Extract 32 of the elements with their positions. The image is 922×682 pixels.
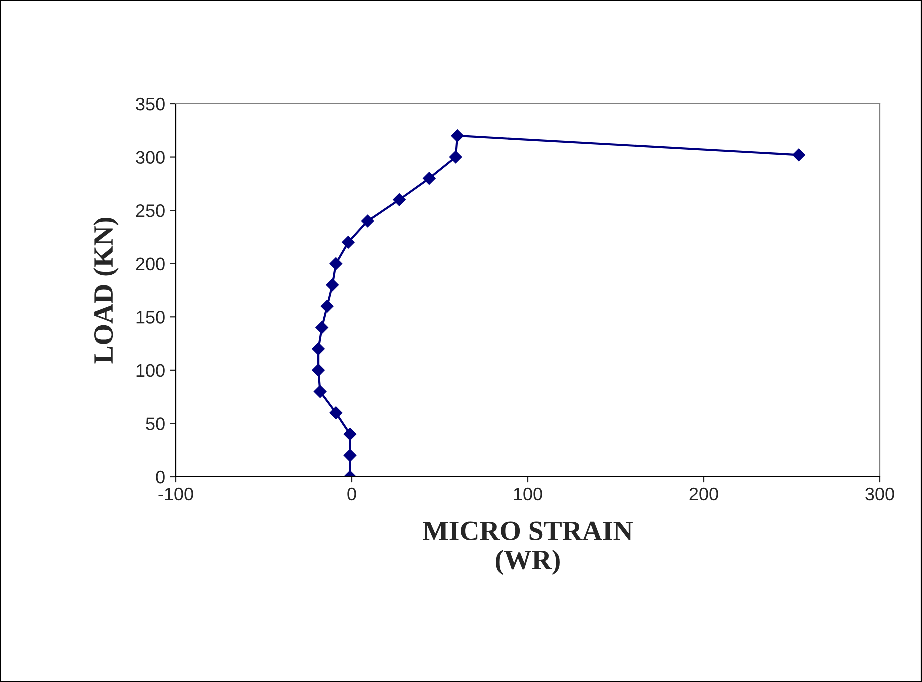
point <box>393 194 406 206</box>
y-axis-title: LOAD (KN) <box>94 218 119 364</box>
point <box>344 449 357 462</box>
x-axis-title: MICRO STRAIN (WR) <box>423 522 633 576</box>
y-tick-label: 150 <box>136 311 165 324</box>
point <box>449 150 462 164</box>
y-tick-label: 0 <box>156 470 165 484</box>
x-tick-label: -100 <box>158 488 194 501</box>
point <box>344 428 357 441</box>
y-tick-label: 100 <box>136 364 165 378</box>
y-tick-label: 350 <box>136 98 165 111</box>
y-tick-label: 50 <box>146 418 165 430</box>
point <box>312 342 325 356</box>
point <box>330 257 343 270</box>
y-tick-label: 250 <box>136 204 165 218</box>
x-tick-label: 0 <box>348 488 356 501</box>
x-tick-label: 100 <box>514 488 542 501</box>
point <box>312 364 325 377</box>
point <box>314 385 327 398</box>
point <box>342 236 355 249</box>
point <box>330 406 343 420</box>
point <box>792 148 806 162</box>
point <box>423 172 436 186</box>
point <box>451 130 464 142</box>
point <box>361 214 374 228</box>
point <box>316 321 328 334</box>
y-tick-label: 300 <box>136 151 165 164</box>
point <box>320 300 334 313</box>
y-tick-label: 200 <box>136 258 165 271</box>
x-tick-label: 300 <box>866 488 894 501</box>
x-tick-label: 200 <box>690 488 718 501</box>
point <box>326 278 340 292</box>
